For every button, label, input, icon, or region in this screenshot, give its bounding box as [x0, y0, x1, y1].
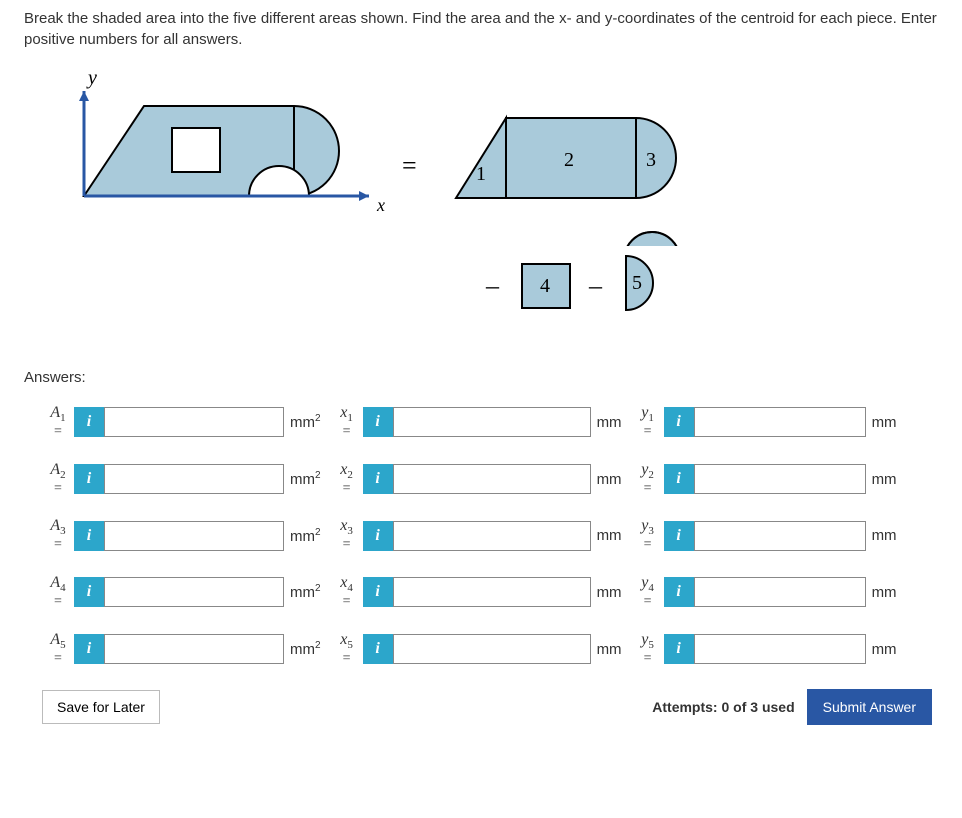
- y-unit: mm: [872, 527, 897, 544]
- info-icon[interactable]: i: [74, 464, 104, 494]
- attempts-text: Attempts: 0 of 3 used: [652, 699, 794, 715]
- diagram: y x = 1 2 3 – 4 –: [54, 66, 938, 349]
- y-input-2[interactable]: [694, 464, 866, 494]
- footer: Save for Later Attempts: 0 of 3 used Sub…: [42, 689, 932, 725]
- x-label: x4=: [331, 576, 363, 609]
- area-label: A4=: [42, 576, 74, 609]
- answer-row-1: A1=imm2x1=immy1=imm: [42, 406, 938, 439]
- x-unit: mm: [597, 414, 622, 431]
- x-unit: mm: [597, 641, 622, 658]
- x-input-2[interactable]: [393, 464, 591, 494]
- info-icon[interactable]: i: [363, 464, 393, 494]
- info-icon[interactable]: i: [664, 577, 694, 607]
- area-input-5[interactable]: [104, 634, 284, 664]
- x-axis-arrow: [359, 191, 369, 201]
- info-icon[interactable]: i: [363, 521, 393, 551]
- info-icon[interactable]: i: [664, 407, 694, 437]
- area-unit: mm2: [290, 470, 321, 488]
- shape-1-triangle: [456, 118, 506, 198]
- area-unit: mm2: [290, 583, 321, 601]
- x-label: x5=: [331, 633, 363, 666]
- info-icon[interactable]: i: [74, 577, 104, 607]
- answer-row-3: A3=imm2x3=immy3=imm: [42, 519, 938, 552]
- y-input-4[interactable]: [694, 577, 866, 607]
- area-label: A3=: [42, 519, 74, 552]
- area-input-2[interactable]: [104, 464, 284, 494]
- x-axis-label: x: [376, 195, 385, 215]
- shape-5-label: 5: [632, 272, 642, 294]
- answers-heading: Answers:: [24, 369, 938, 386]
- area-input-3[interactable]: [104, 521, 284, 551]
- y-label: y2=: [632, 463, 664, 496]
- x-label: x2=: [331, 463, 363, 496]
- answer-row-4: A4=imm2x4=immy4=imm: [42, 576, 938, 609]
- answer-rows: A1=imm2x1=immy1=immA2=imm2x2=immy2=immA3…: [42, 406, 938, 665]
- x-unit: mm: [597, 471, 622, 488]
- minus-2: –: [588, 271, 603, 300]
- y-label: y5=: [632, 633, 664, 666]
- area-unit: mm2: [290, 640, 321, 658]
- y-axis-label: y: [86, 67, 97, 89]
- x-unit: mm: [597, 584, 622, 601]
- y-unit: mm: [872, 641, 897, 658]
- square-hole: [172, 128, 220, 172]
- info-icon[interactable]: i: [664, 521, 694, 551]
- x-input-1[interactable]: [393, 407, 591, 437]
- area-input-1[interactable]: [104, 407, 284, 437]
- equals-sign: =: [402, 151, 417, 180]
- y-input-5[interactable]: [694, 634, 866, 664]
- area-label: A5=: [42, 633, 74, 666]
- info-icon[interactable]: i: [363, 407, 393, 437]
- area-label: A1=: [42, 406, 74, 439]
- info-icon[interactable]: i: [363, 634, 393, 664]
- shape-4-label: 4: [540, 275, 550, 297]
- x-input-4[interactable]: [393, 577, 591, 607]
- answer-row-5: A5=imm2x5=immy5=imm: [42, 633, 938, 666]
- area-unit: mm2: [290, 527, 321, 545]
- y-label: y3=: [632, 519, 664, 552]
- x-input-5[interactable]: [393, 634, 591, 664]
- shape-3-label: 3: [646, 149, 656, 171]
- y-label: y1=: [632, 406, 664, 439]
- y-axis-arrow: [79, 91, 89, 101]
- area-unit: mm2: [290, 413, 321, 431]
- question-text: Break the shaded area into the five diff…: [24, 8, 938, 50]
- area-label: A2=: [42, 463, 74, 496]
- area-input-4[interactable]: [104, 577, 284, 607]
- x-label: x3=: [331, 519, 363, 552]
- y-input-3[interactable]: [694, 521, 866, 551]
- y-unit: mm: [872, 471, 897, 488]
- diagram-svg: y x = 1 2 3 – 4 –: [54, 66, 704, 346]
- shape-3-semicircle: [636, 118, 676, 198]
- x-input-3[interactable]: [393, 521, 591, 551]
- info-icon[interactable]: i: [74, 634, 104, 664]
- info-icon[interactable]: i: [74, 407, 104, 437]
- y-label: y4=: [632, 576, 664, 609]
- minus-1: –: [485, 271, 500, 300]
- save-button[interactable]: Save for Later: [42, 690, 160, 724]
- submit-button[interactable]: Submit Answer: [807, 689, 932, 725]
- answer-row-2: A2=imm2x2=immy2=imm: [42, 463, 938, 496]
- y-unit: mm: [872, 414, 897, 431]
- y-unit: mm: [872, 584, 897, 601]
- y-input-1[interactable]: [694, 407, 866, 437]
- info-icon[interactable]: i: [664, 464, 694, 494]
- x-label: x1=: [331, 406, 363, 439]
- info-icon[interactable]: i: [664, 634, 694, 664]
- shape-1-label: 1: [476, 163, 486, 185]
- info-icon[interactable]: i: [363, 577, 393, 607]
- shape-2-label: 2: [564, 149, 574, 171]
- x-unit: mm: [597, 527, 622, 544]
- info-icon[interactable]: i: [74, 521, 104, 551]
